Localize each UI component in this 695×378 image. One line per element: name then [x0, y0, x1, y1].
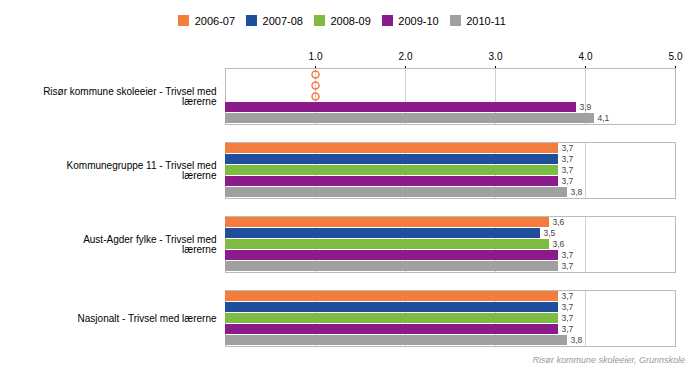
svg-text:3,7: 3,7	[562, 324, 574, 334]
svg-text:3,7: 3,7	[562, 143, 574, 153]
html-text:Risør kommune skoleeier, Grunn: Risør kommune skoleeier, Grunnskole	[532, 354, 685, 365]
svg-text:3,5: 3,5	[544, 228, 556, 238]
svg-text:3,8: 3,8	[571, 187, 583, 197]
svg-text:3,7: 3,7	[562, 176, 574, 186]
html-text:2008-09: 2008-09	[330, 14, 371, 27]
svg-text:3.0: 3.0	[489, 50, 503, 61]
svg-text:Kommunegruppe 11 - Trivsel med: Kommunegruppe 11 - Trivsel med lærerne	[67, 159, 217, 180]
svg-text:4.0: 4.0	[579, 50, 593, 61]
svg-text:3,7: 3,7	[562, 154, 574, 164]
svg-text:5.0: 5.0	[669, 50, 683, 61]
svg-text:4,1: 4,1	[598, 113, 610, 123]
svg-text:3,7: 3,7	[562, 165, 574, 175]
svg-text:3,8: 3,8	[571, 335, 583, 345]
svg-text:Risør kommune skoleeier - Triv: Risør kommune skoleeier - Trivsel med læ…	[43, 85, 217, 106]
svg-text:3,7: 3,7	[562, 313, 574, 323]
svg-text:3,7: 3,7	[562, 302, 574, 312]
svg-text:3,6: 3,6	[553, 217, 565, 227]
svg-text:Nasjonalt - Trivsel med lærern: Nasjonalt - Trivsel med lærerne	[78, 312, 217, 323]
svg-text:3,7: 3,7	[562, 250, 574, 260]
svg-text:3,6: 3,6	[553, 239, 565, 249]
html-text:2009-10: 2009-10	[398, 14, 439, 27]
svg-text:2.0: 2.0	[399, 50, 413, 61]
svg-text:3,7: 3,7	[562, 291, 574, 301]
svg-text:1.0: 1.0	[309, 50, 323, 61]
html-text:2010-11: 2010-11	[466, 14, 506, 27]
svg-text:3,7: 3,7	[562, 261, 574, 271]
html-text:2006-07: 2006-07	[194, 14, 236, 27]
svg-text:Aust-Agder fylke - Trivsel med: Aust-Agder fylke - Trivsel med lærerne	[83, 233, 217, 254]
svg-text:3,9: 3,9	[580, 102, 592, 112]
html-text:2007-08: 2007-08	[262, 14, 303, 27]
